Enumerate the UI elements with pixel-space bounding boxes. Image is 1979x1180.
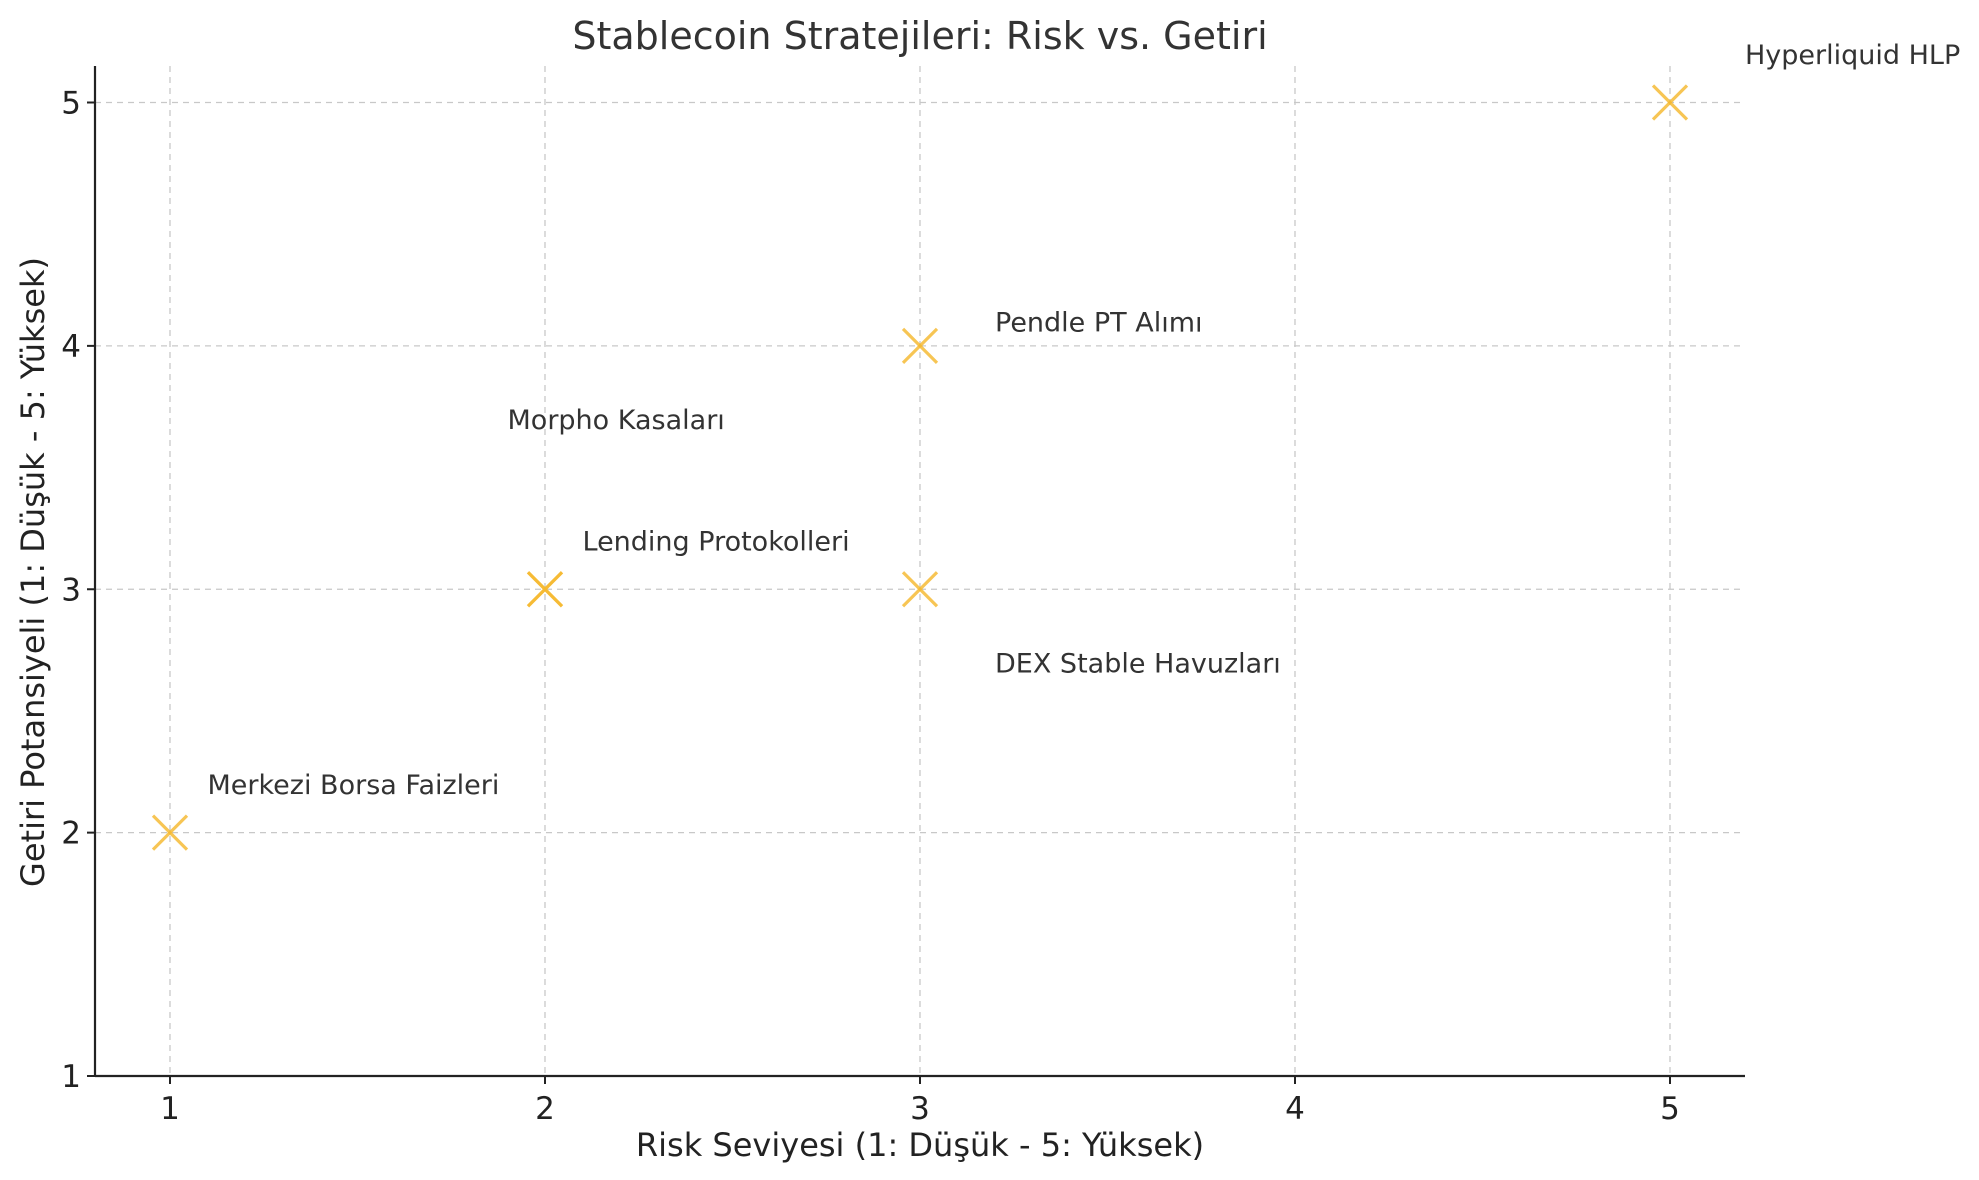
data-point-marker-1 — [151, 814, 189, 851]
chart-title: Stablecoin Stratejileri: Risk vs. Getiri — [572, 14, 1267, 58]
data-point-marker-5 — [901, 327, 939, 365]
x-tick-label-2: 2 — [535, 1091, 555, 1127]
y-tick-label-4: 4 — [61, 329, 81, 365]
data-point-marker-6 — [1651, 84, 1689, 121]
x-axis-label: Risk Seviyesi (1: Düşük - 5: Yüksek) — [636, 1126, 1204, 1164]
data-point-marker-4 — [901, 571, 939, 608]
point-label-3: Morpho Kasaları — [508, 405, 725, 436]
marker-stroke — [526, 571, 564, 608]
y-tick-label-3: 3 — [61, 572, 81, 608]
x-tick-label-4: 4 — [1285, 1091, 1305, 1127]
y-tick-label-2: 2 — [61, 816, 81, 852]
x-tick-label-5: 5 — [1660, 1091, 1680, 1127]
x-tick-label-3: 3 — [910, 1091, 930, 1127]
y-axis-label: Getiri Potansiyeli (1: Düşük - 5: Yüksek… — [14, 257, 52, 887]
annotations: Merkezi Borsa Faizleri Lending Protokolle… — [208, 40, 1961, 801]
y-tick-label-1: 1 — [61, 1059, 81, 1095]
point-label-5: Pendle PT Alımı — [995, 308, 1203, 339]
point-label-1: Merkezi Borsa Faizleri — [208, 770, 500, 801]
marker-stroke — [901, 571, 939, 608]
ticks: 1 2 3 4 5 1 2 3 4 5 — [61, 86, 1680, 1127]
point-label-6: Hyperliquid HLP — [1745, 40, 1960, 71]
marker-stroke — [1651, 84, 1689, 121]
point-label-2: Lending Protokolleri — [583, 527, 850, 558]
marker-stroke — [901, 327, 939, 365]
data-point-marker-3 — [526, 571, 564, 608]
point-label-4: DEX Stable Havuzları — [995, 648, 1281, 679]
marker-stroke — [151, 814, 189, 851]
y-tick-label-5: 5 — [61, 86, 81, 122]
grid — [95, 66, 1745, 1077]
x-tick-label-1: 1 — [160, 1091, 180, 1127]
markers — [151, 84, 1689, 851]
